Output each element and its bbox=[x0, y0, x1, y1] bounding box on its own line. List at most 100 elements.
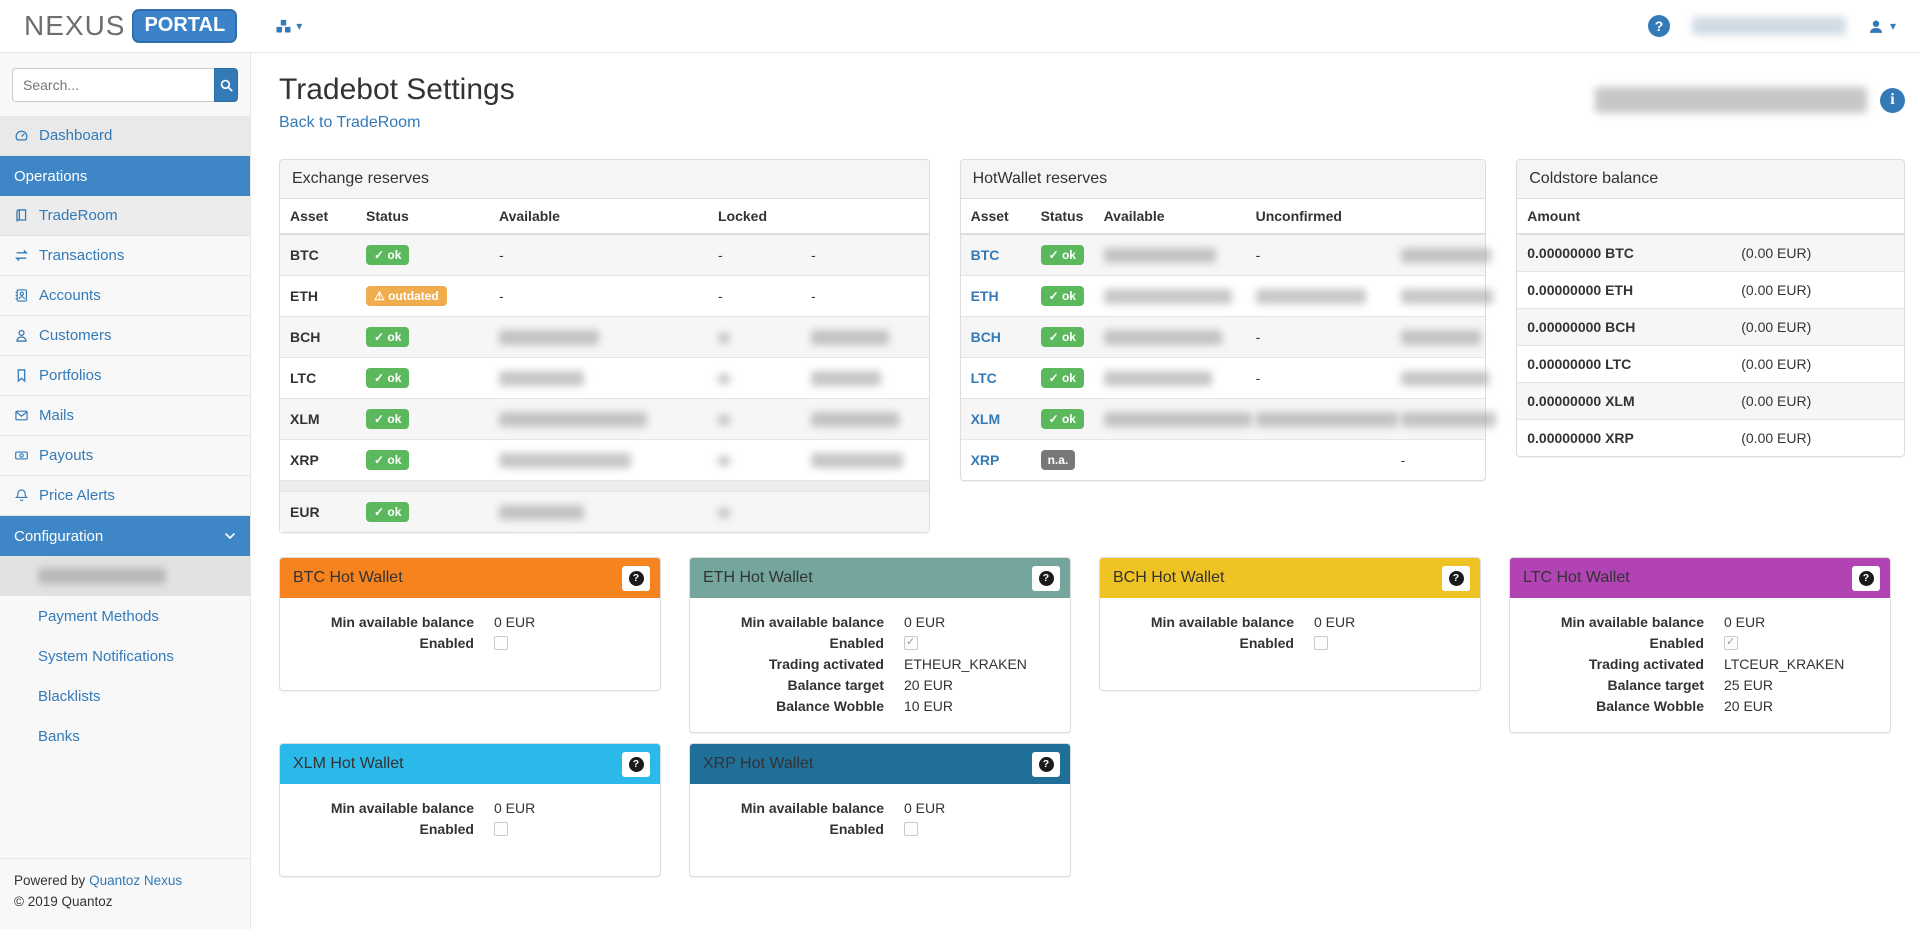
column-header: Locked bbox=[708, 199, 801, 235]
field-label: Enabled bbox=[829, 821, 884, 837]
redacted-value bbox=[718, 508, 730, 519]
bch-hot-wallet-card: BCH Hot Wallet Min available balance 0 E… bbox=[1099, 557, 1481, 691]
status-badge: ok bbox=[1040, 409, 1084, 429]
caret-down-icon: ▾ bbox=[296, 19, 303, 33]
sidebar-subitem-system-notifications[interactable]: System Notifications bbox=[0, 636, 250, 676]
field-value: 20 EUR bbox=[904, 677, 954, 693]
back-to-traderoom-link[interactable]: Back to TradeRoom bbox=[279, 114, 421, 131]
field-value: 0 EUR bbox=[1314, 614, 1356, 630]
redacted-value bbox=[718, 333, 730, 344]
card-title: BTC Hot Wallet bbox=[293, 569, 403, 586]
btc-hot-wallet-card: BTC Hot Wallet Min available balance 0 E… bbox=[279, 557, 661, 691]
table-row: 0.00000000 ETH (0.00 EUR) bbox=[1517, 271, 1904, 309]
question-icon bbox=[1038, 756, 1054, 772]
sidebar-item-label: Blacklists bbox=[38, 687, 101, 705]
sidebar-subitem-banks[interactable]: Banks bbox=[0, 716, 250, 756]
quantoz-nexus-link[interactable]: Quantoz Nexus bbox=[89, 873, 183, 889]
warning-icon bbox=[374, 289, 388, 303]
sidebar-item-customers[interactable]: Customers bbox=[0, 316, 250, 356]
card-help-button[interactable] bbox=[1032, 565, 1060, 591]
card-help-button[interactable] bbox=[622, 751, 650, 777]
sidebar-item-mails[interactable]: Mails bbox=[0, 396, 250, 436]
redacted-value bbox=[1255, 412, 1398, 428]
card-help-button[interactable] bbox=[1852, 565, 1880, 591]
sidebar-item-accounts[interactable]: Accounts bbox=[0, 276, 250, 316]
redacted-value bbox=[718, 456, 730, 467]
card-help-button[interactable] bbox=[1032, 751, 1060, 777]
sidebar-section-configuration[interactable]: Configuration bbox=[0, 516, 250, 556]
column-header: Available bbox=[1093, 199, 1246, 235]
column-header bbox=[1390, 199, 1486, 235]
card-title: XRP Hot Wallet bbox=[703, 755, 814, 772]
redacted-value bbox=[499, 371, 584, 387]
apps-dropdown[interactable]: ▾ bbox=[275, 19, 302, 34]
brand-logo[interactable]: NEXUS PORTAL bbox=[24, 9, 238, 43]
top-navbar: NEXUS PORTAL ▾ ▾ bbox=[0, 0, 1920, 53]
table-row: XRP n.a. - bbox=[960, 439, 1486, 481]
status-badge: ok bbox=[366, 368, 410, 388]
asset-link[interactable]: XLM bbox=[970, 411, 1001, 427]
sidebar-subitem-payment-methods[interactable]: Payment Methods bbox=[0, 596, 250, 636]
card-help-button[interactable] bbox=[622, 565, 650, 591]
asset-link[interactable]: ETH bbox=[970, 288, 999, 304]
sidebar-section-operations[interactable]: Operations bbox=[0, 156, 250, 196]
sidebar-subitem-blacklists[interactable]: Blacklists bbox=[0, 676, 250, 716]
check-icon bbox=[374, 453, 387, 467]
field-label: Min available balance bbox=[740, 800, 884, 816]
table-row: 0.00000000 XLM (0.00 EUR) bbox=[1517, 382, 1904, 420]
dashboard-icon bbox=[14, 128, 29, 143]
field-value: 10 EUR bbox=[904, 698, 954, 714]
info-icon[interactable] bbox=[1880, 87, 1905, 113]
sidebar-item-traderoom[interactable]: TradeRoom bbox=[0, 196, 250, 236]
redacted-value bbox=[499, 330, 599, 346]
spacer-row bbox=[280, 480, 929, 492]
sidebar-item-price-alerts[interactable]: Price Alerts bbox=[0, 476, 250, 516]
sidebar-item-label: Dashboard bbox=[39, 127, 113, 144]
user-email-redacted[interactable] bbox=[1691, 17, 1846, 35]
sidebar-item-label: Portfolios bbox=[39, 367, 102, 384]
enabled-checkbox bbox=[904, 822, 918, 836]
user-menu[interactable]: ▾ bbox=[1868, 19, 1896, 34]
field-label: Min available balance bbox=[1560, 614, 1704, 630]
sidebar-item-label: Mails bbox=[39, 407, 75, 424]
money-icon bbox=[14, 448, 29, 463]
redacted-value bbox=[811, 371, 881, 387]
status-badge: n.a. bbox=[1040, 450, 1076, 470]
field-value: 0 EUR bbox=[904, 800, 946, 816]
help-icon[interactable] bbox=[1647, 15, 1670, 37]
redacted-value bbox=[1400, 330, 1481, 346]
org-name-redacted bbox=[1595, 87, 1867, 113]
card-title: LTC Hot Wallet bbox=[1523, 569, 1630, 586]
sidebar-item-label: Payment Methods bbox=[38, 607, 159, 625]
sidebar-item-portfolios[interactable]: Portfolios bbox=[0, 356, 250, 396]
card-help-button[interactable] bbox=[1442, 565, 1470, 591]
sidebar-item-dashboard[interactable]: Dashboard bbox=[0, 116, 250, 156]
search-input[interactable] bbox=[12, 68, 214, 102]
cubes-icon bbox=[275, 19, 292, 34]
redacted-value bbox=[499, 412, 647, 428]
asset-link[interactable]: BCH bbox=[970, 329, 1001, 345]
check-icon bbox=[374, 412, 387, 426]
redacted-value bbox=[718, 374, 730, 385]
field-value: 20 EUR bbox=[1724, 698, 1774, 714]
panel-title: Exchange reserves bbox=[280, 160, 929, 199]
caret-down-icon: ▾ bbox=[1889, 19, 1896, 33]
redacted-value bbox=[718, 415, 730, 426]
sidebar-footer: Powered by Quantoz Nexus © 2019 Quantoz bbox=[0, 858, 250, 929]
redacted-value bbox=[1400, 289, 1493, 305]
panel-title: Coldstore balance bbox=[1517, 160, 1904, 199]
asset-link[interactable]: XRP bbox=[970, 452, 1000, 468]
check-icon bbox=[1049, 371, 1062, 385]
redacted-value bbox=[499, 453, 631, 469]
asset-link[interactable]: LTC bbox=[970, 370, 997, 386]
table-row: XLM ok bbox=[280, 398, 929, 440]
search-button[interactable] bbox=[214, 68, 238, 102]
question-icon bbox=[1448, 570, 1464, 586]
field-value: ETHEUR_KRAKEN bbox=[904, 656, 1027, 672]
asset-link[interactable]: BTC bbox=[970, 247, 1000, 263]
sidebar-item-transactions[interactable]: Transactions bbox=[0, 236, 250, 276]
sidebar-item-payouts[interactable]: Payouts bbox=[0, 436, 250, 476]
sidebar-subitem-redacted[interactable] bbox=[0, 556, 250, 596]
table-row: BTC ok - - - bbox=[280, 234, 929, 276]
field-value: LTCEUR_KRAKEN bbox=[1724, 656, 1845, 672]
